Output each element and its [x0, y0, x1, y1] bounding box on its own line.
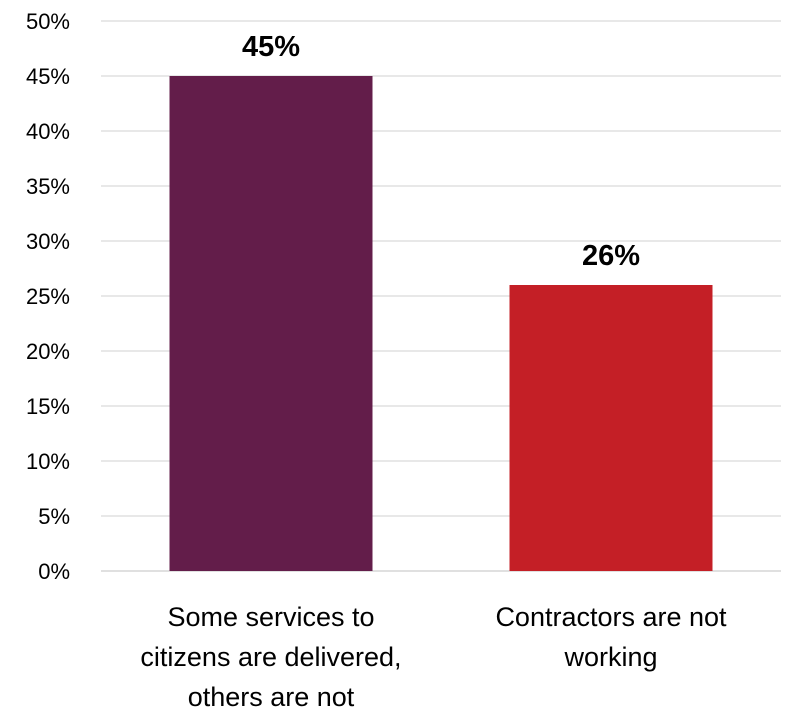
y-tick-label: 15% — [26, 394, 70, 419]
y-tick-label: 45% — [26, 64, 70, 89]
y-tick-label: 30% — [26, 229, 70, 254]
category-label-line: others are not — [188, 682, 355, 712]
y-tick-label: 50% — [26, 9, 70, 34]
category-label: Contractors are not working — [495, 602, 727, 672]
y-tick-label: 10% — [26, 449, 70, 474]
category-label: Some services to citizens are delivered, o… — [140, 602, 401, 712]
category-label-line: Contractors are not — [495, 602, 727, 632]
y-tick-label: 20% — [26, 339, 70, 364]
y-tick-label: 25% — [26, 284, 70, 309]
x-axis-categories: Some services to citizens are delivered, o… — [140, 602, 727, 712]
category-label-line: citizens are delivered, — [140, 642, 401, 672]
bars — [169, 76, 713, 571]
data-labels: 45% 26% — [242, 31, 640, 272]
y-tick-label: 35% — [26, 174, 70, 199]
y-tick-label: 40% — [26, 119, 70, 144]
y-tick-label: 0% — [38, 559, 70, 584]
data-label: 26% — [582, 240, 640, 272]
category-label-line: Some services to — [167, 602, 374, 632]
data-label: 45% — [242, 31, 300, 63]
category-label-line: working — [563, 642, 657, 672]
bar — [509, 285, 713, 571]
y-axis-ticks: 0% 5% 10% 15% 20% 25% 30% 35% 40% 45% 50% — [26, 9, 70, 584]
bar — [169, 76, 373, 571]
y-tick-label: 5% — [38, 504, 70, 529]
